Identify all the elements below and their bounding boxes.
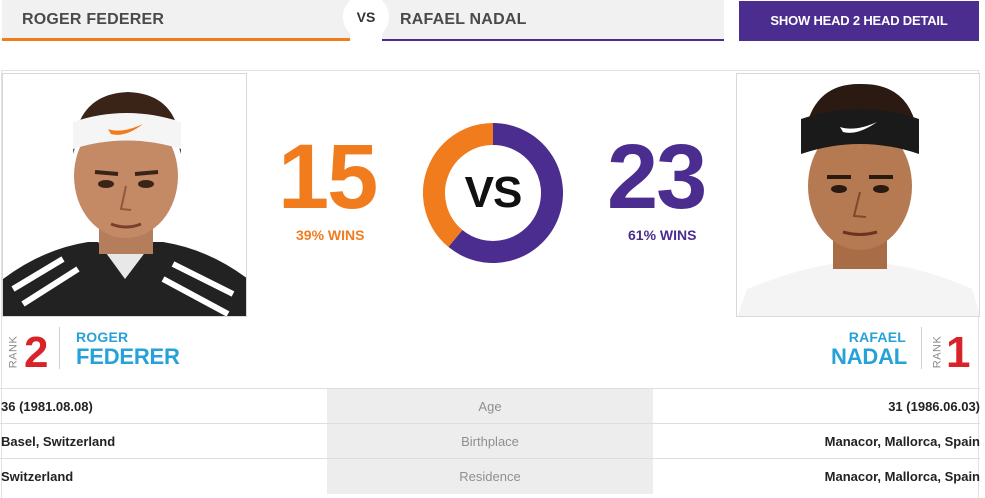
player1-age: 36 (1981.08.08) [1, 399, 93, 414]
player2-rank: 1 [946, 328, 971, 377]
player1-first-name[interactable]: ROGER [76, 329, 129, 345]
player-stats-table: 36 (1981.08.08) Age 31 (1986.06.03) Base… [0, 388, 980, 494]
player2-last-name[interactable]: NADAL [831, 344, 907, 369]
wins-donut-chart [423, 123, 563, 263]
player1-photo [2, 73, 247, 317]
player2-first-name[interactable]: RAFAEL [848, 329, 906, 345]
stat-row-residence: Switzerland Residence Manacor, Mallorca,… [0, 458, 980, 494]
player2-birthplace: Manacor, Mallorca, Spain [824, 434, 980, 449]
stat-row-birthplace: Basel, Switzerland Birthplace Manacor, M… [0, 423, 980, 459]
player1-birthplace: Basel, Switzerland [1, 434, 116, 449]
stat-label-residence: Residence [327, 459, 653, 494]
player2-photo [736, 73, 980, 317]
donut-vs-label: VS [464, 168, 523, 217]
h2h-card: 15 39% WINS VS 23 61% WINS RANK 2 ROGER … [1, 70, 980, 498]
player2-residence: Manacor, Mallorca, Spain [824, 469, 980, 484]
show-h2h-detail-button[interactable]: SHOW HEAD 2 HEAD DETAIL [739, 1, 979, 41]
stat-row-age: 36 (1981.08.08) Age 31 (1986.06.03) [0, 388, 980, 424]
player-photo-nadal-icon [737, 74, 979, 316]
player1-rank-label: RANK [7, 335, 20, 369]
stat-label-age: Age [327, 389, 653, 424]
donut-segment-player1 [423, 123, 494, 247]
player2-tab[interactable]: RAFAEL NADAL [382, 0, 724, 41]
player2-wins: 23 [607, 126, 707, 228]
player1-tab-name: ROGER FEDERER [22, 11, 165, 28]
vs-badge: VS [343, 0, 389, 40]
player1-residence: Switzerland [1, 469, 74, 484]
player1-win-percentage: 39% WINS [296, 227, 365, 243]
player1-tab[interactable]: ROGER FEDERER [2, 0, 350, 41]
player-photo-federer-icon [3, 74, 246, 316]
player2-tab-name: RAFAEL NADAL [400, 11, 527, 28]
player1-wins: 15 [278, 126, 378, 228]
player1-rank-separator [59, 327, 60, 369]
player1-last-name[interactable]: FEDERER [76, 344, 180, 369]
donut-segment-player2 [448, 123, 563, 263]
player2-age: 31 (1986.06.03) [888, 399, 980, 414]
player2-rank-separator [921, 327, 922, 369]
stat-label-birthplace: Birthplace [327, 424, 653, 459]
player2-win-percentage: 61% WINS [628, 227, 697, 243]
player2-rank-label: RANK [931, 335, 944, 369]
player1-rank: 2 [24, 328, 49, 377]
h2h-header: ROGER FEDERER RAFAEL NADAL VS SHOW HEAD … [0, 0, 985, 44]
